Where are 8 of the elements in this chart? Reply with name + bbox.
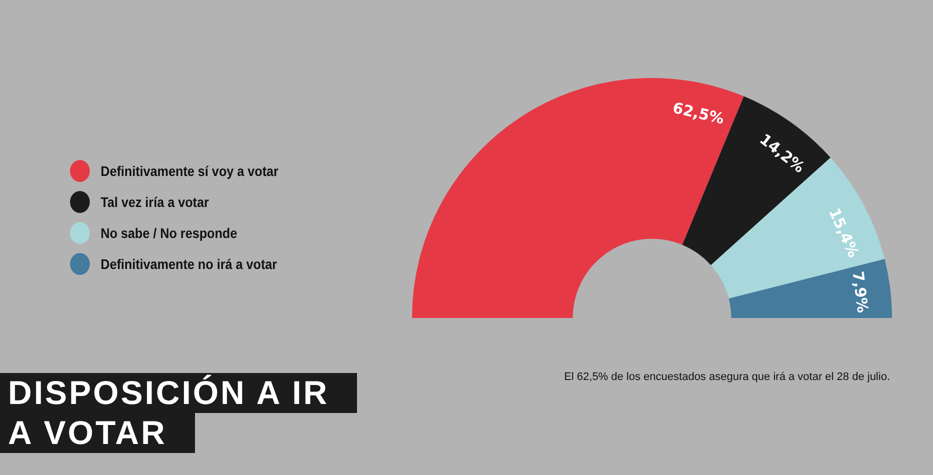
legend-label: Definitivamente no irá a votar <box>100 255 278 274</box>
legend-label: Tal vez iría a votar <box>100 193 210 212</box>
text: El 62,5% de los encuestados asegura que irá a votar el 28 de julio. <box>563 371 890 383</box>
legend-label: Definitivamente sí voy a votar <box>100 162 278 181</box>
text: DISPOSICIÓN A IR A VOTAR <box>7 373 330 453</box>
legend-label: No sabe / No responde <box>100 224 238 243</box>
data-label: 7,9% <box>848 270 872 314</box>
data-label: 62,5% <box>670 98 726 128</box>
